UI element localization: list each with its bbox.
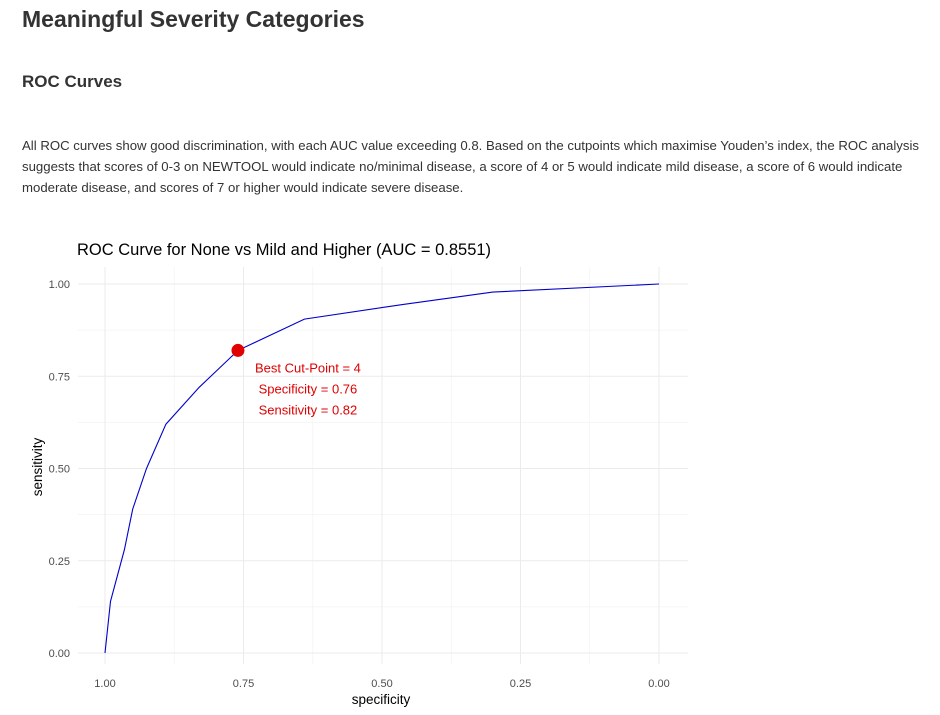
- y-axis-label: sensitivity: [30, 437, 45, 496]
- cut-point-annotation: Best Cut-Point = 4: [255, 360, 361, 375]
- x-tick-label: 0.00: [648, 678, 669, 690]
- best-cut-point-marker: [231, 343, 245, 357]
- chart-title: ROC Curve for None vs Mild and Higher (A…: [77, 241, 491, 259]
- x-tick-label: 0.75: [233, 678, 254, 690]
- grid: [78, 267, 688, 664]
- description-paragraph: All ROC curves show good discrimination,…: [22, 138, 919, 195]
- x-axis-label: specificity: [352, 692, 411, 707]
- y-tick-label: 0.25: [49, 556, 70, 568]
- cut-point-annotation: Specificity = 0.76: [259, 381, 358, 396]
- page-title: Meaningful Severity Categories: [22, 6, 365, 32]
- y-tick-label: 1.00: [49, 279, 70, 291]
- y-tick-label: 0.50: [49, 464, 70, 476]
- y-tick-label: 0.00: [49, 648, 70, 660]
- roc-curve-line: [104, 283, 660, 654]
- section-title: ROC Curves: [22, 72, 123, 91]
- series-layer: Best Cut-Point = 4 Specificity = 0.76 Sens…: [104, 283, 660, 654]
- x-tick-label: 0.50: [371, 678, 392, 690]
- roc-chart: Best Cut-Point = 4 Specificity = 0.76 Sens…: [30, 241, 688, 707]
- x-tick-label: 0.25: [510, 678, 531, 690]
- x-tick-label: 1.00: [94, 678, 115, 690]
- axes: 1.00 0.75 0.50 0.25 0.00 0.00 0.25 0.50 0.75 1.00: [49, 279, 670, 690]
- y-tick-label: 0.75: [49, 371, 70, 383]
- cut-point-annotation: Sensitivity = 0.82: [259, 402, 358, 417]
